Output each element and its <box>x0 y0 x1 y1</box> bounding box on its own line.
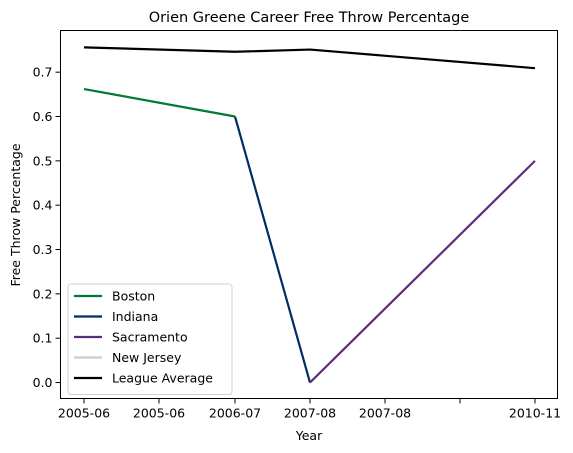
plot-frame <box>60 30 558 399</box>
y-tick-label: 0.6 <box>33 109 53 124</box>
series-lines <box>83 46 536 384</box>
y-axis: 0.0 0.1 0.2 0.3 0.4 0.5 0.6 0.7 <box>33 65 61 390</box>
legend-label: Indiana <box>112 309 158 324</box>
y-axis-label: Free Throw Percentage <box>8 143 23 286</box>
y-tick-label: 0.4 <box>33 198 53 213</box>
x-axis-label: Year <box>295 428 323 443</box>
x-tick-label: 2007-08 <box>359 406 411 421</box>
legend-box <box>67 283 233 395</box>
series-line-sacramento <box>309 160 536 384</box>
x-tick-label: 2010-11 <box>509 406 561 421</box>
legend-label: New Jersey <box>112 350 182 365</box>
y-tick-label: 0.2 <box>33 286 53 301</box>
chart-title: Orien Greene Career Free Throw Percentag… <box>149 10 470 26</box>
legend-label: Boston <box>112 289 155 304</box>
y-tick-label: 0.3 <box>33 242 53 257</box>
x-tick-label: 2007-08 <box>284 406 336 421</box>
x-tick-label: 2005-06 <box>133 406 185 421</box>
y-tick-label: 0.1 <box>33 331 53 346</box>
y-tick-label: 0.0 <box>33 375 53 390</box>
series-line-indiana <box>233 116 312 383</box>
legend-label: Sacramento <box>112 330 188 345</box>
y-tick-label: 0.5 <box>33 153 53 168</box>
y-tick-label: 0.7 <box>33 65 53 80</box>
series-line-boston <box>83 87 236 118</box>
x-axis: 2005-06 2005-06 2006-07 2007-08 2007-08 2010-… <box>58 398 561 421</box>
legend-label: League Average <box>112 371 213 386</box>
series-line-league-average <box>83 46 536 70</box>
legend: Boston Indiana Sacramento New Jersey League … <box>67 283 233 395</box>
x-tick-label: 2006-07 <box>209 406 261 421</box>
x-tick-label: 2005-06 <box>58 406 110 421</box>
